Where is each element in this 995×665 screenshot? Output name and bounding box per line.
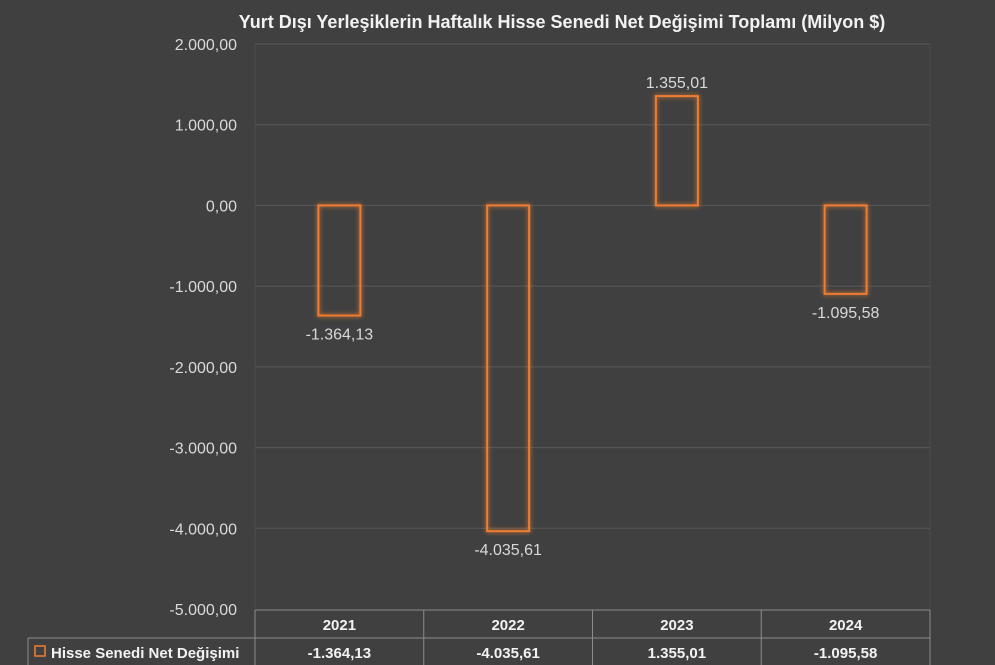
data-label: -1.364,13 [306, 327, 374, 344]
bar [486, 204, 531, 533]
data-labels: -1.364,13 -4.035,61 1.355,01 -1.095,58 [306, 75, 880, 559]
y-tick-label: 0,00 [206, 198, 237, 215]
y-tick-label: -2.000,00 [169, 360, 237, 377]
data-label: -4.035,61 [474, 542, 542, 559]
x-tick-label: 2024 [829, 617, 863, 634]
y-tick-label: -1.000,00 [169, 279, 237, 296]
legend-label: Hisse Senedi Net Değişimi [51, 645, 239, 662]
table-value: 1.355,01 [648, 645, 706, 662]
x-tick-label: 2022 [491, 617, 524, 634]
gridlines [254, 43, 931, 609]
y-tick-label: 2.000,00 [175, 37, 237, 54]
y-axis-tick-labels: 2.000,00 1.000,00 0,00 -1.000,00 -2.000,00 -3… [169, 37, 237, 619]
table-value: -4.035,61 [476, 645, 539, 662]
table-value: -1.364,13 [308, 645, 371, 662]
y-tick-label: -4.000,00 [169, 521, 237, 538]
x-tick-label: 2023 [660, 617, 693, 634]
table-value: -1.095,58 [814, 645, 877, 662]
y-tick-label: 1.000,00 [175, 118, 237, 135]
bar [317, 204, 362, 317]
data-table: 2021 -1.364,13 2022 -4.035,61 2023 1.355,01 20… [27, 609, 931, 665]
y-tick-label: -5.000,00 [169, 602, 237, 619]
bar [823, 204, 868, 295]
legend-key [34, 645, 46, 657]
data-label: 1.355,01 [646, 75, 708, 92]
y-tick-label: -3.000,00 [169, 441, 237, 458]
bar [654, 95, 699, 207]
chart-title: Yurt Dışı Yerleşiklerin Haftalık Hisse S… [239, 12, 886, 32]
data-label: -1.095,58 [812, 305, 880, 322]
bars [317, 95, 868, 533]
x-tick-label: 2021 [323, 617, 356, 634]
